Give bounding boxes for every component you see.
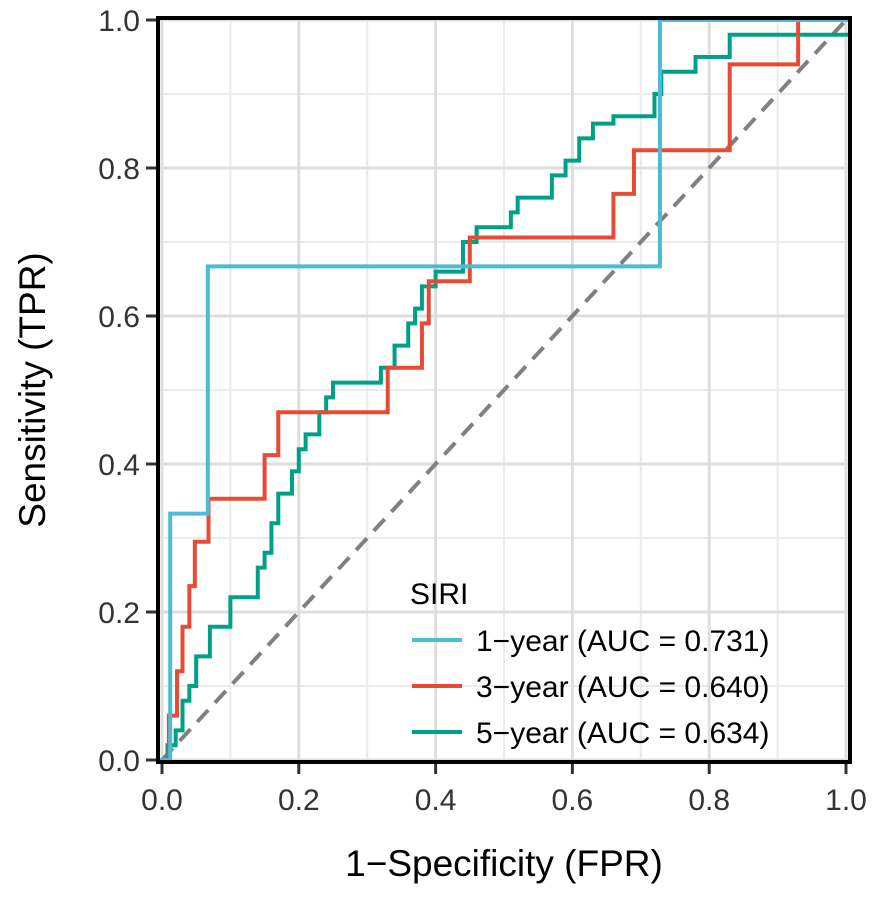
x-tick-label: 1.0	[825, 784, 867, 817]
y-tick-label: 0.6	[98, 301, 140, 334]
axis-ticks: 0.0 0.2 0.4 0.6 0.8 1.0 0.0 0.2 0.4 0.6 0.8 1.0	[98, 5, 867, 817]
x-tick-label: 0.8	[688, 784, 730, 817]
roc-curve-3-year	[160, 18, 848, 762]
x-tick-label: 0.6	[552, 784, 594, 817]
legend-title: SIRI	[410, 578, 468, 611]
legend-label: 3−year (AUC = 0.640)	[476, 671, 769, 704]
legend-label: 1−year (AUC = 0.731)	[476, 625, 769, 658]
x-axis-title: 1−Specificity (FPR)	[345, 843, 663, 884]
reference-diagonal-line	[160, 18, 848, 762]
y-tick-label: 1.0	[98, 5, 140, 38]
plot-border	[156, 16, 852, 764]
legend-label: 5−year (AUC = 0.634)	[476, 717, 769, 750]
series-layer	[160, 18, 848, 762]
y-tick-label: 0.2	[98, 597, 140, 630]
roc-curve-5-year	[160, 32, 848, 762]
y-tick-label: 0.0	[98, 745, 140, 778]
y-tick-label: 0.8	[98, 153, 140, 186]
roc-curve-1-year	[160, 18, 848, 762]
y-axis-title: Sensitivity (TPR)	[12, 252, 53, 527]
x-tick-label: 0.4	[415, 784, 457, 817]
y-tick-label: 0.4	[98, 449, 140, 482]
reference-line-layer	[160, 18, 848, 762]
x-tick-label: 0.2	[278, 784, 320, 817]
x-tick-label: 0.0	[141, 784, 183, 817]
